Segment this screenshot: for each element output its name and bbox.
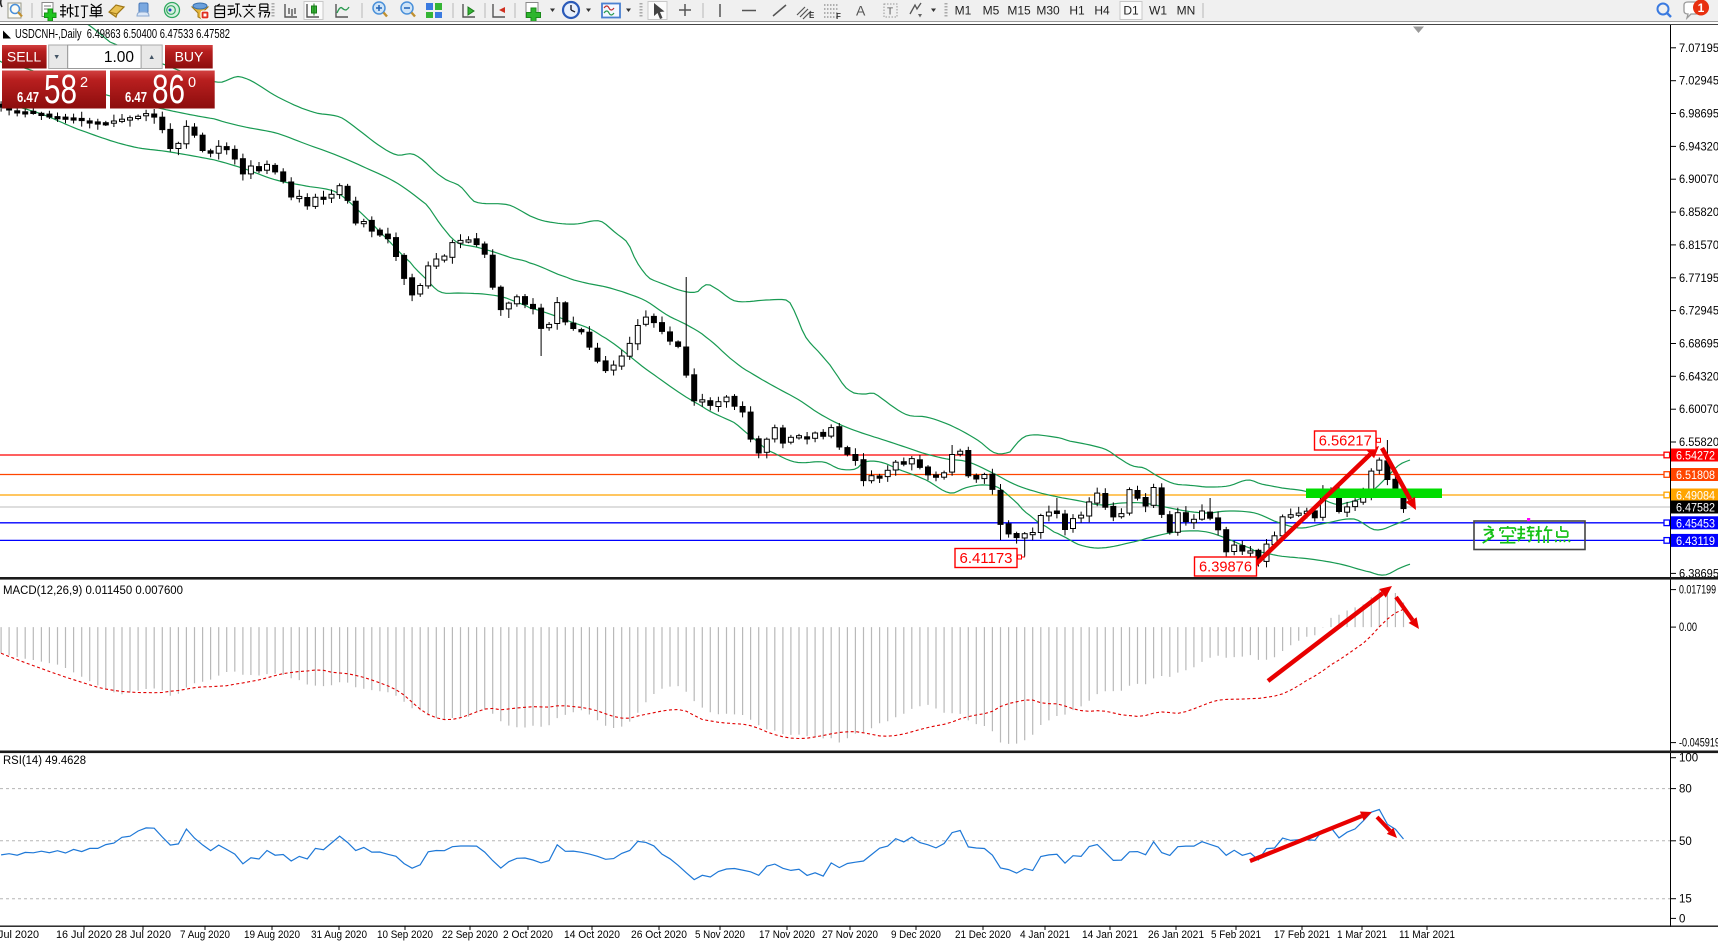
svg-text:22 Sep 2020: 22 Sep 2020: [442, 929, 498, 941]
svg-text:6.85820: 6.85820: [1679, 207, 1718, 219]
svg-text:5 Nov 2020: 5 Nov 2020: [695, 929, 745, 941]
svg-text:1 Jul 2020: 1 Jul 2020: [0, 929, 39, 941]
svg-text:19 Aug 2020: 19 Aug 2020: [244, 929, 300, 941]
svg-text:17 Nov 2020: 17 Nov 2020: [759, 929, 815, 941]
svg-text:6.72945: 6.72945: [1679, 306, 1718, 318]
svg-text:SELL: SELL: [7, 49, 41, 65]
svg-text:1: 1: [1698, 1, 1705, 15]
svg-text:1.00: 1.00: [104, 49, 135, 66]
svg-text:9 Dec 2020: 9 Dec 2020: [891, 929, 941, 941]
svg-text:6.55820: 6.55820: [1679, 437, 1718, 449]
svg-text:M30: M30: [1036, 4, 1060, 18]
svg-text:0: 0: [188, 75, 196, 91]
svg-text:RSI(14) 49.4628: RSI(14) 49.4628: [3, 755, 86, 767]
svg-text:MACD(12,26,9) 0.011450 0.00760: MACD(12,26,9) 0.011450 0.007600: [3, 585, 183, 597]
svg-text:50: 50: [1679, 836, 1692, 848]
svg-text:27 Nov 2020: 27 Nov 2020: [822, 929, 878, 941]
svg-text:6.56217: 6.56217: [1319, 433, 1372, 450]
svg-text:58: 58: [44, 66, 77, 112]
svg-text:M5: M5: [983, 4, 1000, 18]
svg-text:6.47: 6.47: [17, 90, 39, 106]
svg-text:31 Aug 2020: 31 Aug 2020: [311, 929, 367, 941]
svg-text:26 Jan 2021: 26 Jan 2021: [1148, 929, 1204, 941]
svg-text:7 Aug 2020: 7 Aug 2020: [180, 929, 230, 941]
svg-text:21 Dec 2020: 21 Dec 2020: [955, 929, 1011, 941]
svg-text:26 Oct 2020: 26 Oct 2020: [631, 929, 687, 941]
svg-text:6.81570: 6.81570: [1679, 240, 1718, 252]
svg-text:A: A: [856, 3, 866, 19]
svg-text:0.017199: 0.017199: [1679, 585, 1716, 597]
svg-text:14 Jan 2021: 14 Jan 2021: [1082, 929, 1138, 941]
svg-text:D1: D1: [1123, 4, 1139, 18]
svg-text:80: 80: [1679, 784, 1692, 796]
svg-text:USDCNH-,Daily 6.49863 6.50400: USDCNH-,Daily 6.49863 6.50400 6.47533 6.…: [15, 27, 230, 41]
svg-text:-0.045919: -0.045919: [1679, 738, 1718, 750]
svg-text:4 Jan 2021: 4 Jan 2021: [1020, 929, 1070, 941]
svg-text:BUY: BUY: [175, 49, 204, 65]
svg-text:28 Jul 2020: 28 Jul 2020: [115, 929, 171, 941]
svg-text:7.02945: 7.02945: [1679, 76, 1718, 88]
svg-text:10 Sep 2020: 10 Sep 2020: [377, 929, 433, 941]
svg-text:6.54272: 6.54272: [1676, 451, 1715, 463]
svg-text:0.00: 0.00: [1679, 622, 1697, 634]
svg-text:F: F: [836, 12, 841, 21]
svg-text:2 Oct 2020: 2 Oct 2020: [503, 929, 553, 941]
svg-text:6.45453: 6.45453: [1676, 518, 1715, 530]
svg-text:14 Oct 2020: 14 Oct 2020: [564, 929, 620, 941]
svg-text:MN: MN: [1177, 4, 1196, 18]
svg-text:6.47582: 6.47582: [1676, 503, 1715, 515]
svg-text:6.60070: 6.60070: [1679, 404, 1718, 416]
svg-text:M15: M15: [1007, 4, 1031, 18]
svg-text:6.51808: 6.51808: [1676, 470, 1715, 482]
svg-text:6.98695: 6.98695: [1679, 109, 1718, 121]
svg-text:17 Feb 2021: 17 Feb 2021: [1274, 929, 1330, 941]
svg-text:T: T: [887, 7, 893, 18]
svg-text:H4: H4: [1094, 4, 1110, 18]
svg-text:2: 2: [80, 75, 88, 91]
svg-text:15: 15: [1679, 894, 1692, 906]
svg-text:1 Mar 2021: 1 Mar 2021: [1337, 929, 1387, 941]
svg-text:16 Jul 2020: 16 Jul 2020: [56, 929, 112, 941]
svg-text:100: 100: [1679, 753, 1698, 765]
svg-text:11 Mar 2021: 11 Mar 2021: [1399, 929, 1455, 941]
svg-text:H1: H1: [1069, 4, 1085, 18]
svg-text:6.64320: 6.64320: [1679, 371, 1718, 383]
svg-text:E: E: [809, 11, 815, 20]
svg-text:5 Feb 2021: 5 Feb 2021: [1211, 929, 1261, 941]
svg-text:6.43119: 6.43119: [1676, 536, 1715, 548]
svg-text:0: 0: [1679, 913, 1685, 925]
svg-text:6.90070: 6.90070: [1679, 174, 1718, 186]
svg-text:6.94320: 6.94320: [1679, 141, 1718, 153]
svg-text:M1: M1: [955, 4, 972, 18]
svg-text:6.68695: 6.68695: [1679, 339, 1718, 351]
svg-text:6.47: 6.47: [125, 90, 147, 106]
svg-text:6.39876: 6.39876: [1199, 559, 1252, 576]
svg-text:6.41173: 6.41173: [960, 550, 1013, 567]
svg-text:W1: W1: [1149, 4, 1167, 18]
svg-text:86: 86: [152, 66, 185, 112]
svg-text:7.07195: 7.07195: [1679, 43, 1718, 55]
svg-text:6.77195: 6.77195: [1679, 273, 1718, 285]
